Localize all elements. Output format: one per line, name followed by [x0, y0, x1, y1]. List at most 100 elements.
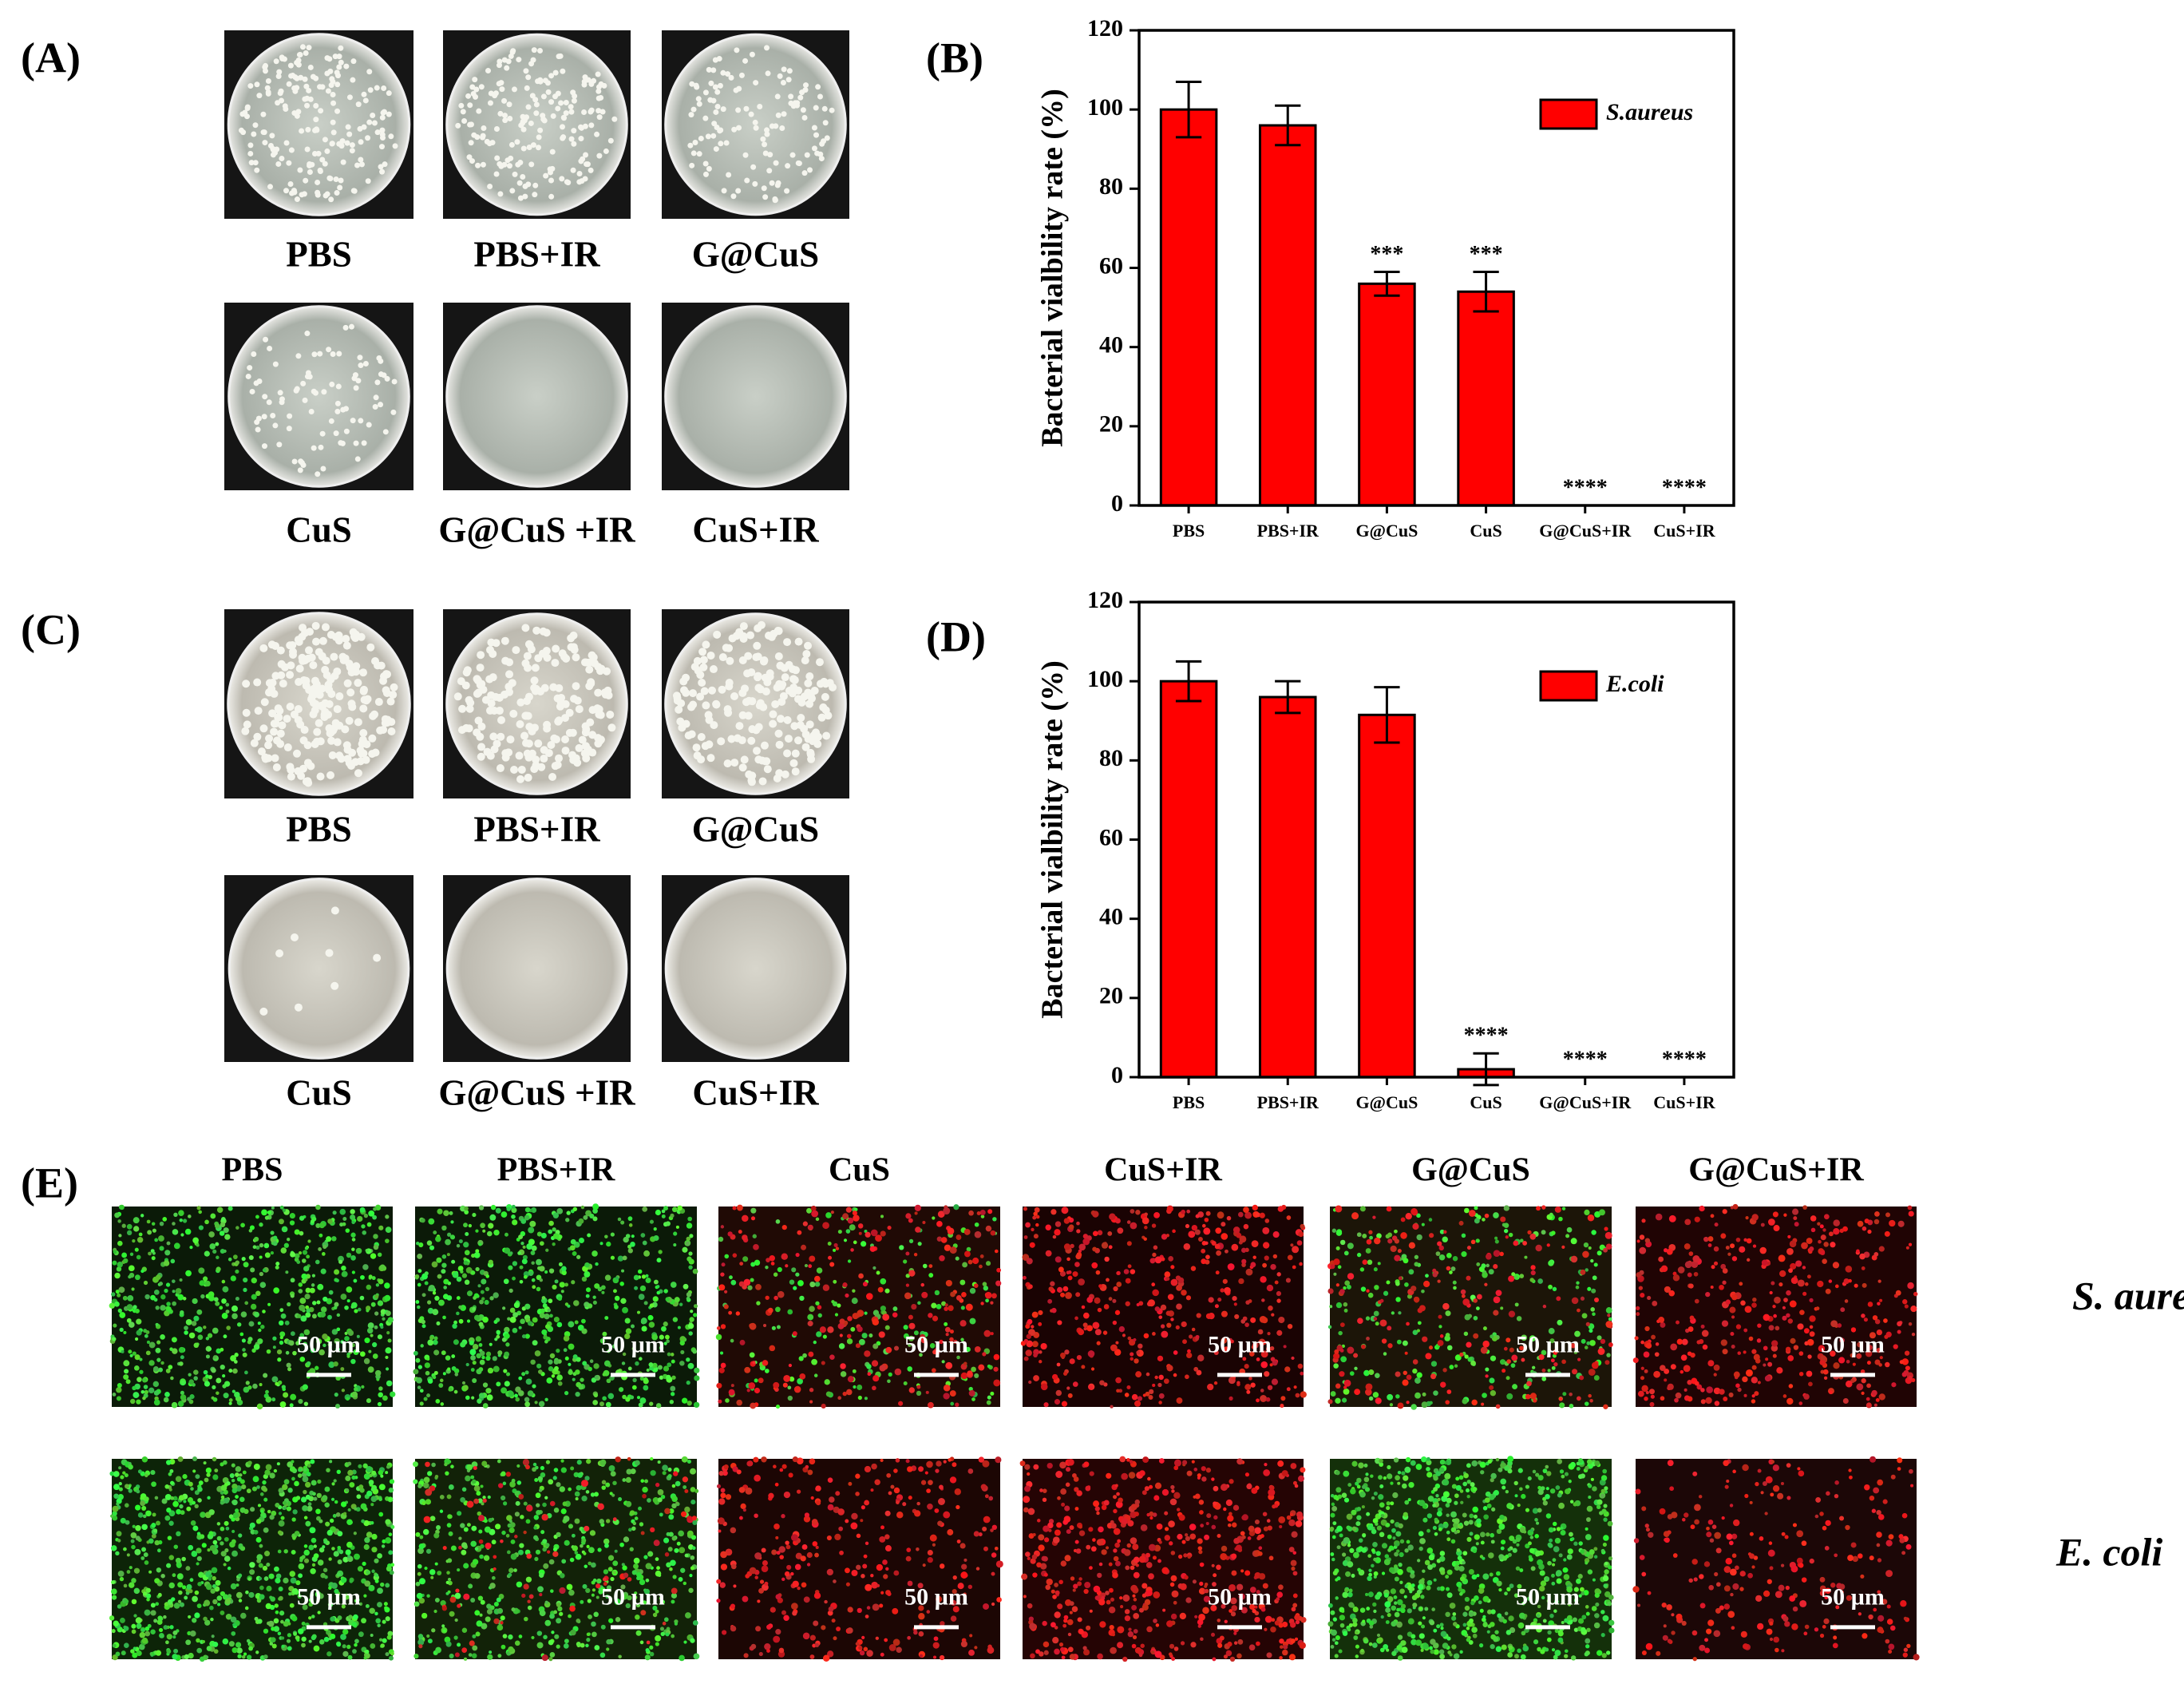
live-cell — [1404, 1282, 1409, 1287]
plot-frame — [1138, 600, 1735, 1079]
live-cell — [642, 1207, 648, 1212]
live-cell — [922, 1263, 928, 1269]
colony — [344, 140, 350, 146]
live-cell — [846, 1338, 853, 1345]
dead-cell — [1397, 1248, 1402, 1254]
dead-cell — [1347, 1273, 1355, 1280]
live-cell — [370, 1302, 376, 1307]
dead-cell — [1687, 1272, 1692, 1278]
live-cell — [522, 1254, 528, 1260]
live-cell — [518, 1234, 524, 1240]
live-cell — [1489, 1377, 1495, 1384]
live-cell — [675, 1225, 679, 1229]
live-cell — [659, 1334, 664, 1340]
live-cell — [448, 1387, 453, 1392]
live-cell — [551, 1374, 556, 1378]
live-cell — [524, 1370, 529, 1375]
colony — [293, 387, 299, 394]
x-tick-label: G@CuS — [1355, 521, 1418, 541]
live-cell — [152, 1365, 159, 1372]
colony — [508, 141, 515, 148]
dead-cell — [1556, 1296, 1561, 1302]
colony — [524, 640, 533, 648]
dead-cell — [1176, 1303, 1182, 1310]
live-cell — [278, 1320, 284, 1326]
colony — [276, 646, 285, 655]
live-cell — [1482, 1218, 1486, 1222]
dead-cell — [1502, 1369, 1506, 1373]
colony — [351, 188, 358, 194]
live-cell — [373, 1234, 378, 1239]
live-cell — [219, 1306, 224, 1310]
live-cell — [913, 1330, 919, 1336]
live-cell — [280, 1516, 285, 1520]
colony — [259, 644, 268, 652]
colony — [517, 765, 526, 774]
dead-cell — [1043, 1402, 1049, 1408]
dead-cell — [1116, 1282, 1122, 1287]
dead-cell — [1074, 1262, 1080, 1267]
live-cell — [289, 1466, 296, 1472]
live-cell — [505, 1342, 510, 1347]
dead-cell — [853, 1214, 860, 1222]
dead-cell — [1786, 1248, 1794, 1255]
live-cell — [262, 1268, 267, 1273]
petri-dish — [662, 303, 849, 490]
live-cell — [536, 1231, 542, 1237]
live-cell — [583, 1214, 588, 1220]
colony — [764, 45, 770, 51]
fluorescence-image: 50 µm — [1632, 1203, 1918, 1409]
colony — [330, 652, 338, 661]
colony — [270, 413, 276, 419]
dead-cell — [850, 1248, 854, 1252]
dead-cell — [872, 1375, 880, 1382]
dead-cell — [1114, 1349, 1122, 1356]
colony — [496, 62, 502, 69]
live-cell — [136, 1254, 141, 1260]
live-cell — [1421, 1222, 1425, 1226]
live-cell — [371, 1341, 378, 1348]
colony — [356, 757, 365, 766]
dead-cell — [1280, 1396, 1286, 1401]
dead-cell — [979, 1264, 983, 1269]
live-cell — [1446, 1253, 1452, 1258]
dead-cell — [1866, 1383, 1871, 1389]
dead-cell — [1727, 1252, 1731, 1256]
colony — [378, 371, 384, 378]
live-cell — [134, 1308, 140, 1314]
live-cell — [568, 1321, 575, 1328]
live-cell — [457, 1266, 464, 1271]
live-cell — [259, 1222, 263, 1227]
live-cell — [203, 1276, 208, 1282]
live-cell — [471, 1396, 475, 1400]
plate-label: G@CuS +IR — [438, 509, 635, 549]
live-cell — [341, 1265, 346, 1271]
colony — [764, 131, 770, 137]
colony — [532, 755, 540, 764]
colony — [801, 170, 808, 176]
live-cell — [679, 1340, 685, 1346]
colony — [568, 104, 574, 110]
live-cell — [142, 1377, 148, 1383]
live-cell — [231, 1389, 236, 1393]
dead-cell — [1481, 1402, 1485, 1406]
dead-cell — [1297, 1363, 1304, 1369]
dead-cell — [1828, 1231, 1834, 1237]
dead-cell — [870, 1229, 878, 1237]
dead-cell — [1773, 1225, 1780, 1232]
live-cell — [263, 1373, 268, 1378]
dead-cell — [724, 1290, 728, 1294]
dead-cell — [1782, 1394, 1787, 1398]
dead-cell — [1099, 1380, 1105, 1386]
live-cell — [725, 1398, 730, 1403]
colony — [552, 69, 559, 76]
live-cell — [1416, 1234, 1422, 1241]
dead-cell — [1803, 1328, 1810, 1334]
live-cell — [876, 1270, 880, 1275]
dead-cell — [1466, 1246, 1471, 1250]
live-cell — [495, 1207, 501, 1214]
dead-cell — [1804, 1282, 1809, 1286]
colony — [342, 641, 351, 650]
dead-cell — [1802, 1205, 1807, 1210]
colony — [713, 630, 722, 639]
